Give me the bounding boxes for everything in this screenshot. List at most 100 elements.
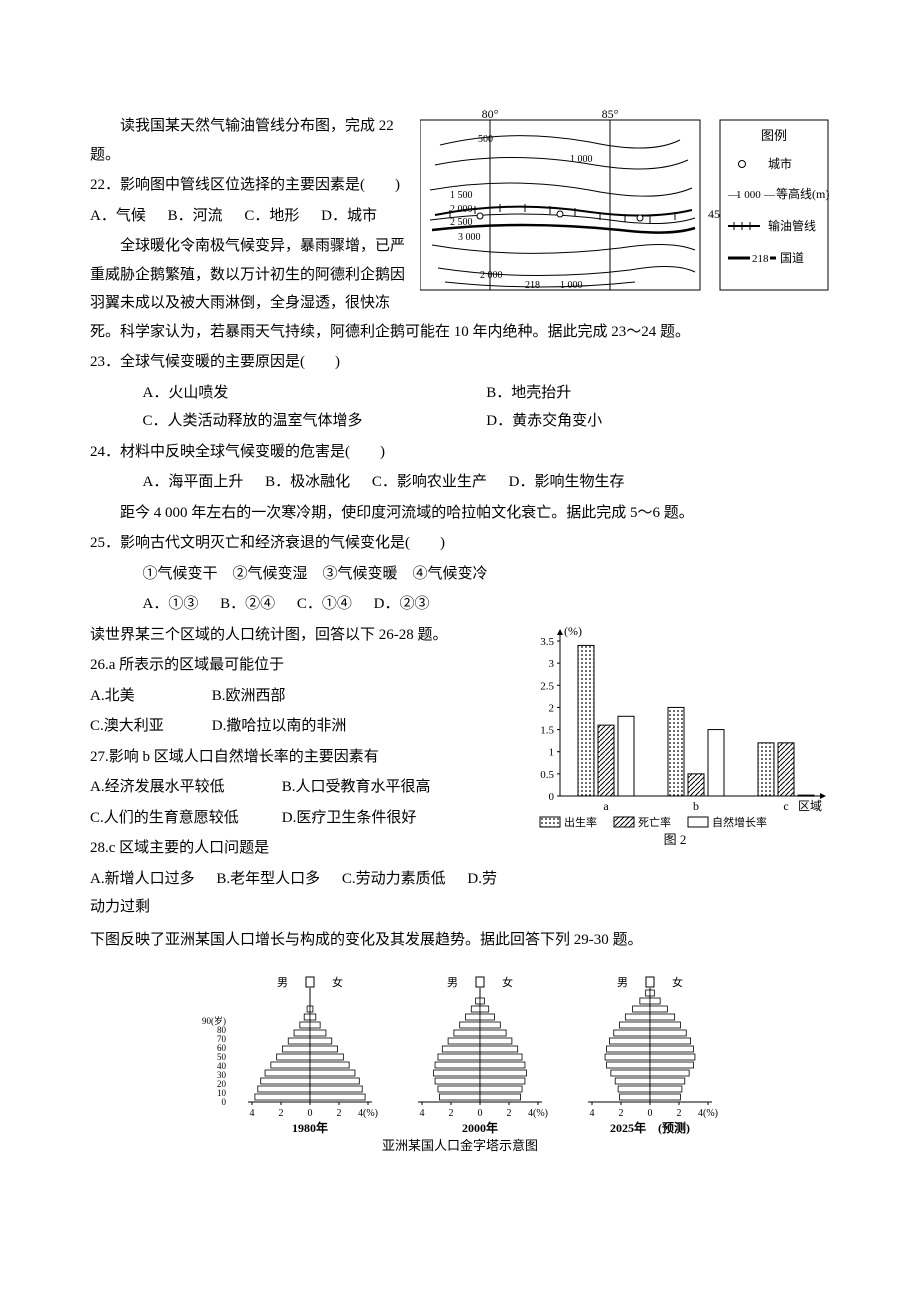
q28-a: A.新增人口过多 bbox=[90, 871, 195, 887]
svg-text:男: 男 bbox=[447, 977, 458, 989]
svg-text:218: 218 bbox=[752, 253, 769, 265]
svg-text:1 000: 1 000 bbox=[560, 280, 583, 291]
svg-text:0: 0 bbox=[549, 791, 555, 803]
svg-text:自然增长率: 自然增长率 bbox=[712, 815, 767, 829]
svg-text:2: 2 bbox=[507, 1108, 512, 1119]
svg-text:50: 50 bbox=[217, 1052, 227, 1062]
svg-text:1 500: 1 500 bbox=[450, 190, 473, 201]
population-bar-figure: (%)00.511.522.533.5abc区域出生率死亡率自然增长率图 2 bbox=[520, 621, 830, 862]
svg-text:2 000: 2 000 bbox=[480, 270, 503, 281]
svg-text:60: 60 bbox=[217, 1043, 227, 1053]
svg-text:500: 500 bbox=[478, 134, 493, 145]
svg-text:男: 男 bbox=[617, 977, 628, 989]
q23-b: B．地壳抬升 bbox=[486, 379, 830, 408]
legend-title: 图例 bbox=[761, 128, 787, 143]
svg-text:20: 20 bbox=[217, 1079, 227, 1089]
svg-text:40: 40 bbox=[217, 1061, 227, 1071]
svg-text:80: 80 bbox=[217, 1025, 227, 1035]
svg-text:等高线(m): 等高线(m) bbox=[776, 186, 829, 201]
svg-text:女: 女 bbox=[332, 975, 343, 989]
lon-85: 85° bbox=[602, 110, 619, 121]
pyramid-figure: 0102030405060708090(岁)男女42024(%)1980年男女4… bbox=[90, 974, 830, 1165]
population-bar-svg: (%)00.511.522.533.5abc区域出生率死亡率自然增长率图 2 bbox=[520, 621, 830, 851]
svg-text:2: 2 bbox=[549, 702, 555, 714]
q25-sub: ①气候变干 ②气候变湿 ③气候变暖 ④气候变冷 bbox=[90, 560, 830, 589]
svg-text:2: 2 bbox=[677, 1108, 682, 1119]
svg-text:2025年 (预测): 2025年 (预测) bbox=[610, 1120, 690, 1135]
svg-text:亚洲某国人口金字塔示意图: 亚洲某国人口金字塔示意图 bbox=[382, 1138, 538, 1153]
q28-options: A.新增人口过多 B.老年型人口多 C.劳动力素质低 D.劳动力过剩 bbox=[90, 865, 830, 922]
svg-text:男: 男 bbox=[277, 977, 288, 989]
pyramid-svg: 0102030405060708090(岁)男女42024(%)1980年男女4… bbox=[190, 974, 730, 1154]
svg-text:1.5: 1.5 bbox=[540, 724, 554, 736]
svg-text:c: c bbox=[783, 799, 788, 813]
svg-text:4: 4 bbox=[420, 1108, 425, 1119]
lon-80: 80° bbox=[482, 110, 499, 121]
q23-c: C．人类活动释放的温室气体增多 bbox=[143, 407, 487, 436]
svg-text:死亡率: 死亡率 bbox=[638, 815, 671, 829]
svg-text:1 000: 1 000 bbox=[570, 154, 593, 165]
svg-text:出生率: 出生率 bbox=[564, 815, 597, 829]
svg-text:2: 2 bbox=[337, 1108, 342, 1119]
q22-b: B．河流 bbox=[168, 208, 223, 224]
q27-d: D.医疗卫生条件很好 bbox=[282, 810, 417, 826]
svg-text:2: 2 bbox=[619, 1108, 624, 1119]
q27-c: C.人们的生育意愿较低 bbox=[90, 804, 260, 833]
q23-stem: 23．全球气候变暖的主要原因是( ) bbox=[90, 348, 830, 377]
svg-text:1980年: 1980年 bbox=[292, 1120, 328, 1135]
q25-d: D．②③ bbox=[374, 596, 430, 612]
svg-text:4: 4 bbox=[250, 1108, 255, 1119]
q24-options: A．海平面上升 B．极冰融化 C．影响农业生产 D．影响生物生存 bbox=[90, 468, 830, 497]
intro-25: 距今 4 000 年左右的一次寒冷期，使印度河流域的哈拉帕文化衰亡。据此完成 5… bbox=[90, 499, 830, 528]
svg-text:女: 女 bbox=[672, 975, 683, 989]
svg-text:0: 0 bbox=[478, 1108, 483, 1119]
q27-b: B.人口受教育水平很高 bbox=[282, 779, 431, 795]
svg-text:90(岁): 90(岁) bbox=[202, 1015, 226, 1026]
svg-text:70: 70 bbox=[217, 1034, 227, 1044]
svg-text:国道: 国道 bbox=[780, 251, 804, 265]
svg-text:0: 0 bbox=[222, 1097, 227, 1107]
pipeline-map-figure: 80° 85° 45° 500 1 000 1 500 2 000 2 500 … bbox=[420, 110, 830, 311]
svg-text:b: b bbox=[693, 799, 699, 813]
intro-29: 下图反映了亚洲某国人口增长与构成的变化及其发展趋势。据此回答下列 29-30 题… bbox=[90, 926, 830, 955]
svg-text:10: 10 bbox=[217, 1088, 227, 1098]
pipeline-map-svg: 80° 85° 45° 500 1 000 1 500 2 000 2 500 … bbox=[420, 110, 830, 300]
q28-b: B.老年型人口多 bbox=[216, 871, 320, 887]
q24-stem: 24．材料中反映全球气候变暖的危害是( ) bbox=[90, 438, 830, 467]
svg-text:2.5: 2.5 bbox=[540, 680, 554, 692]
svg-text:30: 30 bbox=[217, 1070, 227, 1080]
q22-d: D．城市 bbox=[321, 208, 377, 224]
q26-c: C.澳大利亚 bbox=[90, 712, 190, 741]
q26-d: D.撒哈拉以南的非洲 bbox=[212, 718, 347, 734]
q25-b: B．②④ bbox=[220, 596, 275, 612]
q26-a: A.北美 bbox=[90, 682, 190, 711]
q23-row1: A．火山喷发 B．地壳抬升 bbox=[90, 379, 830, 408]
q23-a: A．火山喷发 bbox=[143, 379, 487, 408]
svg-text:图 2: 图 2 bbox=[664, 832, 687, 847]
q22-c: C．地形 bbox=[244, 208, 299, 224]
q23-d: D．黄赤交角变小 bbox=[486, 407, 830, 436]
svg-text:4(%): 4(%) bbox=[698, 1108, 718, 1119]
q25-a: A．①③ bbox=[143, 596, 199, 612]
q24-a: A．海平面上升 bbox=[143, 474, 244, 490]
svg-text:0.5: 0.5 bbox=[540, 768, 554, 780]
svg-text:女: 女 bbox=[502, 975, 513, 989]
svg-text:0: 0 bbox=[308, 1108, 313, 1119]
q22-a: A．气候 bbox=[90, 208, 146, 224]
q27-a: A.经济发展水平较低 bbox=[90, 773, 260, 802]
svg-text:218: 218 bbox=[525, 280, 540, 291]
svg-text:输油管线: 输油管线 bbox=[768, 218, 816, 233]
q28-c: C.劳动力素质低 bbox=[342, 871, 446, 887]
svg-text:0: 0 bbox=[648, 1108, 653, 1119]
svg-text:(%): (%) bbox=[564, 624, 582, 638]
svg-text:2000年: 2000年 bbox=[462, 1120, 498, 1135]
svg-text:城市: 城市 bbox=[768, 156, 792, 171]
svg-text:2: 2 bbox=[449, 1108, 454, 1119]
svg-text:区域: 区域 bbox=[798, 799, 822, 813]
q25-stem: 25．影响古代文明灭亡和经济衰退的气候变化是( ) bbox=[90, 529, 830, 558]
q24-b: B．极冰融化 bbox=[265, 474, 350, 490]
q24-d: D．影响生物生存 bbox=[509, 474, 625, 490]
svg-text:1 000: 1 000 bbox=[736, 189, 761, 201]
svg-text:3.5: 3.5 bbox=[540, 636, 554, 648]
svg-text:4(%): 4(%) bbox=[358, 1108, 378, 1119]
